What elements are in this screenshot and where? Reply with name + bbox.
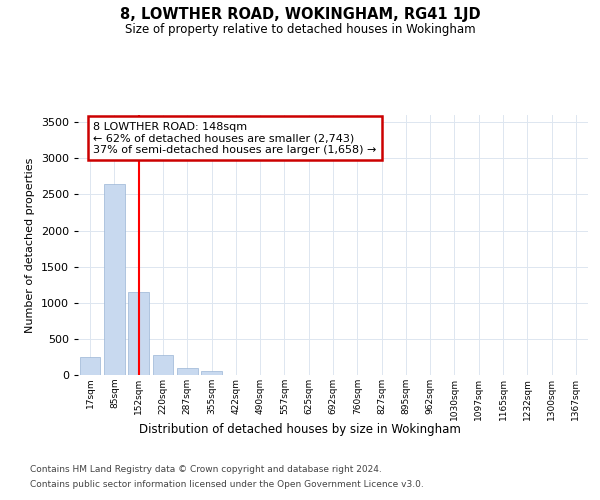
Text: 8 LOWTHER ROAD: 148sqm
← 62% of detached houses are smaller (2,743)
37% of semi-: 8 LOWTHER ROAD: 148sqm ← 62% of detached… bbox=[94, 122, 377, 154]
Bar bbox=[80, 357, 100, 375]
Bar bbox=[201, 370, 222, 375]
Text: Distribution of detached houses by size in Wokingham: Distribution of detached houses by size … bbox=[139, 422, 461, 436]
Text: Contains HM Land Registry data © Crown copyright and database right 2024.: Contains HM Land Registry data © Crown c… bbox=[30, 465, 382, 474]
Text: Size of property relative to detached houses in Wokingham: Size of property relative to detached ho… bbox=[125, 22, 475, 36]
Bar bbox=[128, 292, 149, 375]
Bar bbox=[152, 355, 173, 375]
Text: Contains public sector information licensed under the Open Government Licence v3: Contains public sector information licen… bbox=[30, 480, 424, 489]
Y-axis label: Number of detached properties: Number of detached properties bbox=[25, 158, 35, 332]
Bar bbox=[104, 184, 125, 375]
Bar bbox=[177, 368, 197, 375]
Text: 8, LOWTHER ROAD, WOKINGHAM, RG41 1JD: 8, LOWTHER ROAD, WOKINGHAM, RG41 1JD bbox=[119, 8, 481, 22]
